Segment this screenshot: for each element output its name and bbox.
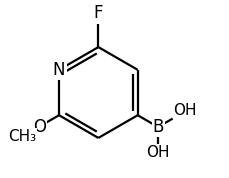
Text: OH: OH xyxy=(146,145,169,160)
Text: O: O xyxy=(33,118,46,136)
Text: CH₃: CH₃ xyxy=(8,129,37,144)
Text: B: B xyxy=(152,118,163,136)
Text: N: N xyxy=(53,61,65,79)
Text: OH: OH xyxy=(173,103,196,118)
Text: F: F xyxy=(93,4,103,22)
